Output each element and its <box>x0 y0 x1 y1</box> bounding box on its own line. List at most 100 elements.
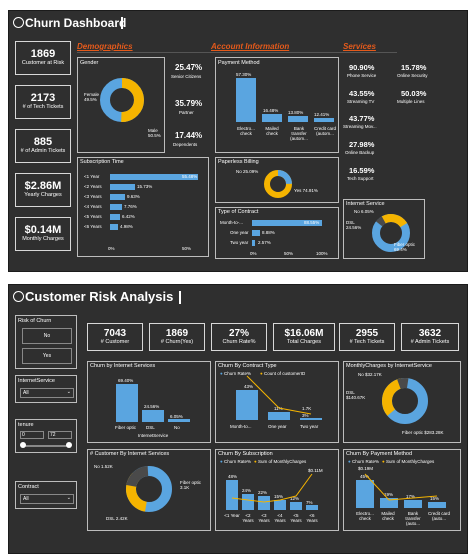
pay-label-2: 13.80% <box>288 110 304 115</box>
churn-by-subscription-chart: Churn By Subscription ● Churn Rate% ● Su… <box>215 449 339 531</box>
cs-bar-5 <box>306 505 318 510</box>
sub-cat-5: <6 Years <box>84 224 102 229</box>
cc-bar-1 <box>268 412 290 420</box>
chevron-down-icon: ⌄ <box>66 495 71 501</box>
internetservice-slicer: InternetService All ⌄ <box>15 375 77 403</box>
cs-legend-rate: ● Churn Rate% <box>220 459 251 464</box>
cc-label-3: 3% <box>302 413 309 418</box>
cs-cat-5: <6 Years <box>306 513 318 523</box>
ci-cat-2: No <box>174 425 180 430</box>
cp-bar-1 <box>380 498 398 508</box>
sub-label-4: 6.42% <box>122 214 135 219</box>
sub-cat-2: <3 Years <box>84 194 102 199</box>
ci-xlabel: InternetService <box>138 433 169 438</box>
chevron-down-icon: ⌄ <box>66 389 71 395</box>
pay-cat-0: Electro... check <box>237 126 255 136</box>
title-divider <box>121 17 123 29</box>
kpi-churn-yes: 1869 # Churn(Yes) <box>149 323 205 351</box>
monthly-dsl-label: DSL $140.67K <box>346 390 366 400</box>
kpi-total-charges: $16.06M Total Charges <box>273 323 335 351</box>
cs-label-1: 48% <box>228 474 238 479</box>
cp-bar-2 <box>404 500 422 508</box>
sub-bar-4 <box>110 214 120 220</box>
contract-label-2: 2.57% <box>258 240 271 245</box>
risk-option-yes[interactable]: Yes <box>22 348 72 364</box>
cp-cat-1: Mailed check <box>381 511 395 521</box>
monthly-charges-chart: MonthlyCharges by InternetService No $32… <box>343 361 461 443</box>
svc-lines-value: 50.03% <box>401 89 427 98</box>
tenure-slicer: tenure 0 72 <box>15 419 77 453</box>
cs-bar-4 <box>290 502 302 510</box>
svc-backup-label: Online Backup <box>345 150 375 155</box>
cc-bar-2 <box>300 418 322 420</box>
gender-chart: Gender Female 49.5% Male 50.5% <box>77 57 165 153</box>
cs-label-3: 22% <box>258 490 268 495</box>
tenure-slider-handle-max[interactable] <box>66 442 72 448</box>
internet-donut-no <box>372 214 410 252</box>
kpi-customer-at-risk: 1869 Customer at Risk <box>15 41 71 75</box>
cs-legend-sum: ● Sum of MonthlyCharges <box>254 459 307 464</box>
section-account: Account Information <box>211 42 290 51</box>
pay-label-1: 16.48% <box>263 108 279 113</box>
cs-cat-4: <5 Years <box>290 513 302 523</box>
tenure-max-input[interactable]: 72 <box>48 431 72 439</box>
subscription-time-chart: Subscription Time <1 Year <2 Years <3 Ye… <box>77 157 209 257</box>
pay-cat-2: Bank transfer (autom... <box>290 126 308 141</box>
contract-axis-1: 50% <box>284 251 294 256</box>
risk-option-no[interactable]: No <box>22 328 72 344</box>
contract-dropdown[interactable]: All ⌄ <box>20 494 74 504</box>
sub-label-1: 15.73% <box>137 184 153 189</box>
tenure-slider-handle-min[interactable] <box>20 442 26 448</box>
cp-label-4: 15% <box>430 496 440 501</box>
stat-dependents-value: 17.44% <box>175 131 203 140</box>
cc-label-43: 43% <box>244 384 254 389</box>
cs-cat-0: <1 Year <box>224 513 240 518</box>
stat-partner-label: Partner <box>179 110 194 115</box>
contract-label-0: 88.55% <box>304 220 320 225</box>
svc-security-label: Online Security <box>397 73 428 78</box>
pay-label-3: 12.41% <box>314 112 330 117</box>
internet-dsl-label: DSL 24.56% <box>346 220 362 230</box>
ci-cat-0: Fiber optic <box>115 425 137 430</box>
kpi-yearly-charges: $2.86M Yearly Charges <box>15 173 71 207</box>
svc-phone-value: 90.90% <box>349 63 375 72</box>
logo-icon <box>13 291 24 302</box>
contract-slicer: Contract All ⌄ <box>15 481 77 509</box>
contract-bar-2 <box>252 240 255 246</box>
internetservice-dropdown[interactable]: All ⌄ <box>20 388 74 398</box>
cp-sum-line <box>364 473 438 501</box>
count-donut-no <box>126 466 172 512</box>
tenure-min-input[interactable]: 0 <box>20 431 44 439</box>
pay-bar-3 <box>314 118 334 122</box>
ci-label-2: 6.05% <box>170 414 183 419</box>
cs-cat-2: <3 Years <box>258 513 270 523</box>
svc-phone-label: Phone Service <box>347 73 377 78</box>
cp-legend-rate: ● Churn Rate% <box>348 459 379 464</box>
sub-bar-0 <box>110 174 198 180</box>
section-divider <box>77 52 397 53</box>
sub-cat-1: <2 Years <box>84 184 102 189</box>
contract-axis-2: 100% <box>316 251 328 256</box>
billing-yes-label: Yes 74.91% <box>294 188 318 193</box>
ci-label-1: 24.56% <box>144 404 160 409</box>
svc-tv-label: Streaming TV <box>347 99 375 104</box>
billing-no-label: No 25.09% <box>236 169 259 174</box>
section-demographics: Demographics <box>77 42 133 51</box>
cp-label-0: $0.19M <box>358 466 374 471</box>
dashboard-title: Churn Dashboard <box>25 16 127 30</box>
cs-sum-line <box>231 473 313 503</box>
pay-label-0: 57.30% <box>236 72 252 77</box>
cs-label-0: $0.11M <box>308 468 323 473</box>
churn-dashboard-panel: Churn Dashboard 1869 Customer at Risk 21… <box>8 10 468 272</box>
section-services: Services <box>343 42 376 51</box>
kpi-customer: 7043 # Customer <box>87 323 143 351</box>
count-fiber-label: Fiber optic 3.1K <box>180 480 202 490</box>
contract-axis-0: 0% <box>250 251 257 256</box>
tenure-slider-track[interactable] <box>22 445 70 447</box>
count-no-label: No 1.52K <box>94 464 113 469</box>
cc-legend-rate: ● Churn Rate% <box>220 371 251 376</box>
count-dsl-label: DSL 2.42K <box>106 516 128 521</box>
payment-method-chart: Payment Method 57.30% 16.48% 13.80% 12.4… <box>215 57 339 153</box>
svc-security-value: 15.78% <box>401 63 427 72</box>
